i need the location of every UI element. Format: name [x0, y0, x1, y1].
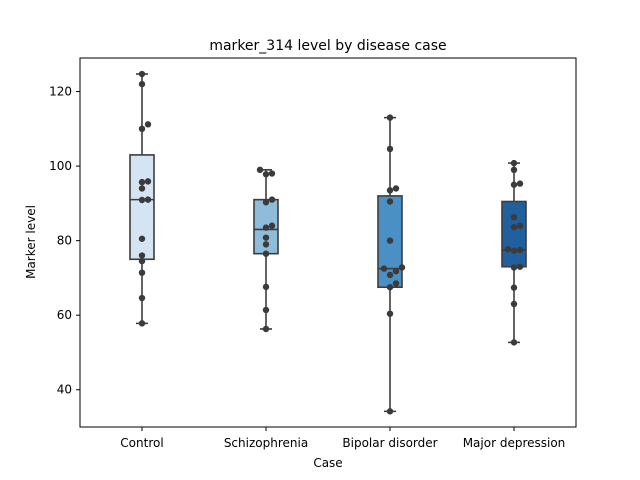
plot-area: 40 60 80 100 120 Control Schizophrenia Bipolar … [49, 70, 566, 450]
data-point [510, 300, 518, 308]
data-point [138, 178, 146, 186]
data-point [510, 166, 518, 174]
data-point [262, 306, 270, 314]
data-point [380, 265, 388, 272]
data-point [262, 171, 270, 178]
x-tick-label: Bipolar disorder [342, 436, 437, 450]
data-point [516, 180, 524, 187]
data-point [144, 178, 152, 185]
data-point [144, 196, 152, 203]
x-tick-label: Major depression [463, 436, 566, 450]
data-point [268, 196, 276, 203]
data-point [262, 325, 270, 333]
box-4 [501, 200, 527, 268]
data-point [510, 159, 518, 167]
data-point [516, 263, 524, 270]
data-point [144, 121, 152, 128]
data-point [138, 196, 146, 204]
data-point [510, 181, 518, 188]
x-axis-label: Case [313, 456, 342, 470]
data-point [138, 185, 146, 192]
data-point [510, 339, 518, 346]
data-point [138, 235, 146, 242]
data-point [262, 199, 270, 206]
data-point [504, 246, 512, 253]
y-tick-label: 40 [57, 383, 72, 397]
data-point [510, 224, 518, 231]
data-point [138, 269, 146, 276]
data-point [516, 222, 524, 229]
data-point [262, 234, 270, 241]
data-point [386, 310, 394, 317]
data-point [138, 320, 146, 327]
data-point [138, 257, 146, 265]
data-point [262, 224, 270, 231]
data-point [138, 80, 146, 88]
data-point [386, 114, 394, 121]
data-point [268, 170, 276, 177]
y-axis-label: Marker level [24, 205, 38, 279]
data-point [262, 283, 270, 291]
data-point [138, 294, 146, 302]
data-point [510, 284, 518, 291]
data-point [138, 70, 146, 78]
data-point [386, 145, 394, 153]
plot-frame [79, 57, 577, 428]
y-tick-label: 100 [49, 159, 72, 173]
data-point [510, 264, 518, 271]
data-point [510, 247, 518, 254]
data-point [392, 280, 400, 287]
x-tick-label: Control [120, 436, 163, 450]
data-point [256, 166, 264, 174]
data-point [138, 252, 146, 259]
data-point [392, 185, 400, 192]
y-tick-label: 60 [57, 308, 72, 322]
data-point [392, 268, 400, 275]
data-point [398, 264, 406, 271]
data-point [386, 284, 394, 291]
box-1 [129, 154, 155, 261]
data-point [510, 213, 518, 221]
data-point [262, 241, 270, 248]
y-tick-label: 120 [49, 85, 72, 99]
chart-title: marker_314 level by disease case [209, 38, 446, 54]
data-point [386, 271, 394, 279]
data-point [262, 250, 270, 257]
x-tick-label: Schizophrenia [224, 436, 308, 450]
data-point [386, 187, 394, 194]
data-point [386, 198, 394, 205]
data-point [138, 125, 146, 133]
y-tick-label: 80 [57, 234, 72, 248]
data-point [386, 408, 394, 415]
data-point [516, 246, 524, 254]
data-point [268, 222, 276, 229]
data-point [386, 237, 394, 244]
